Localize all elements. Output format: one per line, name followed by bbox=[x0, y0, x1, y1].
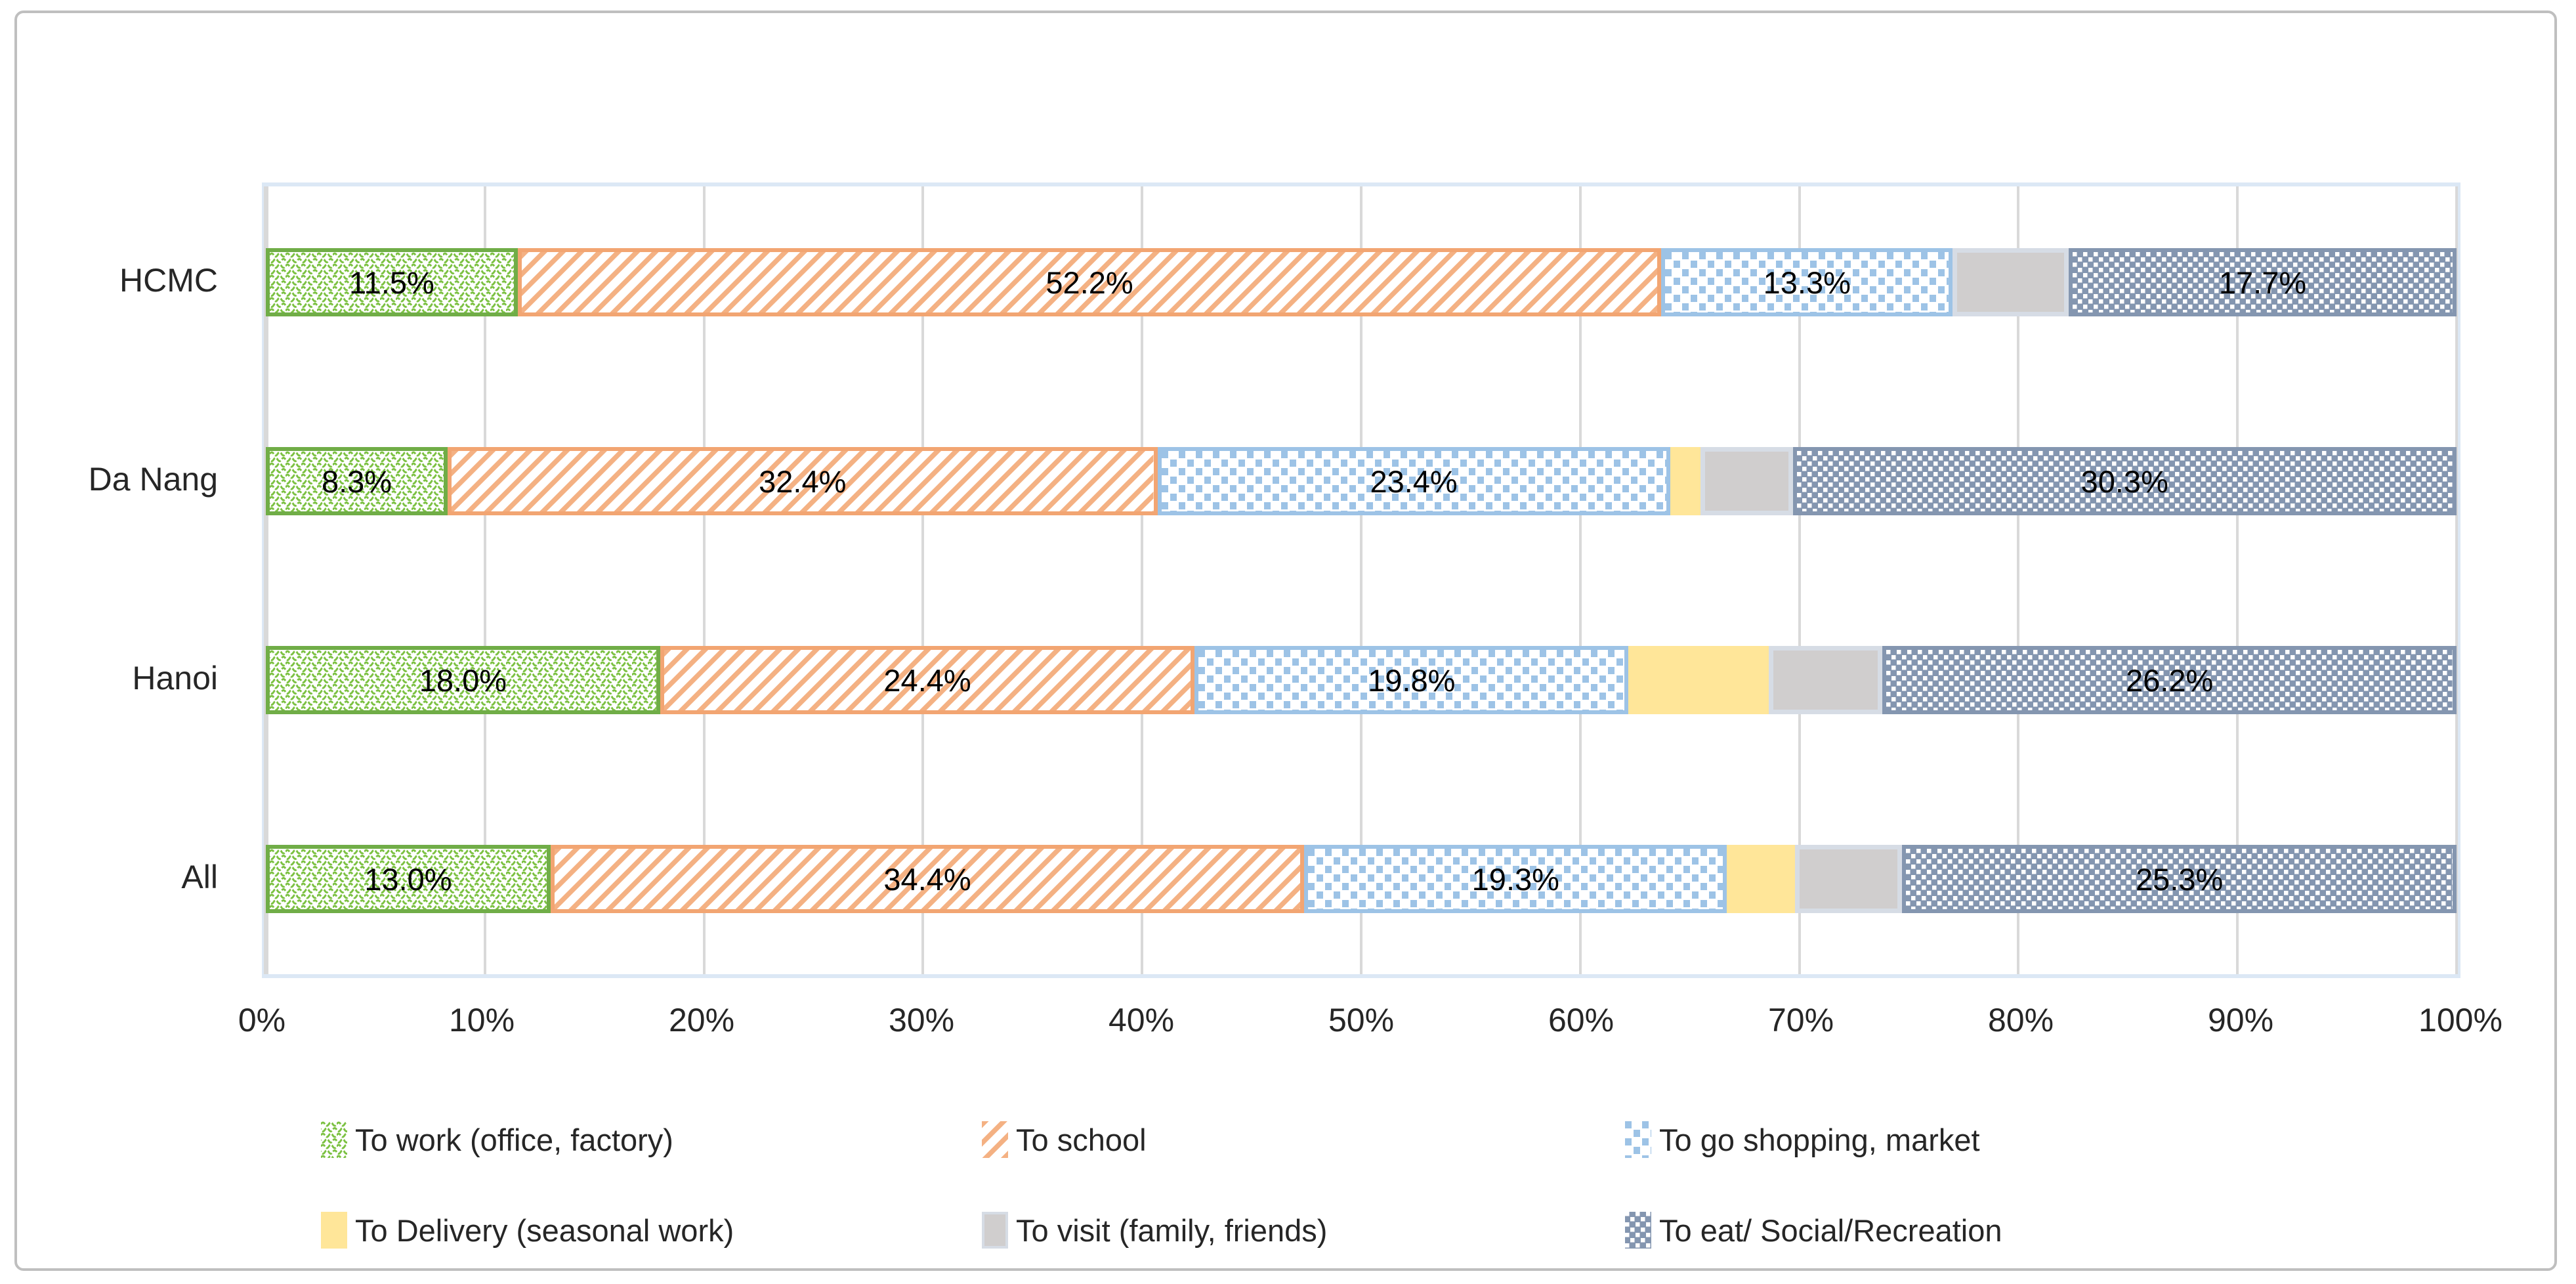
legend-label: To go shopping, market bbox=[1659, 1122, 1980, 1157]
data-label: 30.3% bbox=[2080, 463, 2168, 499]
x-tick-30%: 30% bbox=[888, 1002, 955, 1038]
bar-row-da-nang: 8.3% 32.4% 23.4% 30.3% bbox=[266, 447, 2457, 515]
legend-swatch-solid-gray bbox=[982, 1212, 1008, 1249]
bar-segment-series3-da-nang bbox=[1670, 447, 1701, 515]
bar-segment-series4-all bbox=[1794, 845, 1903, 913]
legend-label: To Delivery (seasonal work) bbox=[355, 1212, 734, 1248]
bar-segment-series1-hcmc: 52.2% bbox=[517, 248, 1662, 316]
data-label: 26.2% bbox=[2126, 662, 2214, 698]
bar-segment-series4-hanoi bbox=[1768, 646, 1883, 714]
x-tick-90%: 90% bbox=[2207, 1002, 2274, 1038]
plot-grid-and-bars: 11.5% 52.2% 13.3% 17.7% 8.3% 32.4% 23.4% 30.3% 1… bbox=[264, 186, 2458, 974]
data-label: 52.2% bbox=[1045, 265, 1133, 300]
gridline-10% bbox=[483, 186, 486, 974]
legend-item-series0: To work (office, factory) bbox=[321, 1121, 673, 1158]
legend-swatch-orange-diagonal bbox=[982, 1121, 1008, 1158]
x-tick-100%: 100% bbox=[2418, 1002, 2502, 1038]
x-tick-20%: 20% bbox=[668, 1002, 735, 1038]
legend-item-series1: To school bbox=[982, 1121, 1147, 1158]
data-label: 8.3% bbox=[321, 463, 392, 499]
x-tick-40%: 40% bbox=[1108, 1002, 1175, 1038]
legend-swatch-dark-crosshatch bbox=[1625, 1212, 1651, 1249]
plot-area: 11.5% 52.2% 13.3% 17.7% 8.3% 32.4% 23.4% 30.3% 1… bbox=[262, 182, 2460, 978]
bar-segment-series2-da-nang: 23.4% bbox=[1157, 447, 1670, 515]
gridline-60% bbox=[1578, 186, 1582, 974]
gridline-40% bbox=[1141, 186, 1144, 974]
x-tick-50%: 50% bbox=[1328, 1002, 1395, 1038]
bar-segment-series1-da-nang: 32.4% bbox=[448, 447, 1158, 515]
bar-segment-series1-hanoi: 24.4% bbox=[660, 646, 1195, 714]
bar-segment-series0-hanoi: 18.0% bbox=[266, 646, 660, 714]
legend-item-series4: To visit (family, friends) bbox=[982, 1212, 1327, 1249]
gridline-80% bbox=[2017, 186, 2020, 974]
data-label: 25.3% bbox=[2136, 861, 2224, 897]
data-label: 17.7% bbox=[2218, 265, 2307, 300]
legend-swatch-solid-yellow bbox=[321, 1212, 347, 1249]
bar-segment-series0-hcmc: 11.5% bbox=[266, 248, 518, 316]
legend-swatch-green-wave bbox=[321, 1121, 347, 1158]
gridline-30% bbox=[921, 186, 925, 974]
data-label: 11.5% bbox=[349, 265, 434, 300]
data-label: 13.3% bbox=[1763, 265, 1851, 300]
category-label-hcmc: HCMC bbox=[119, 262, 218, 299]
bar-segment-series5-all: 25.3% bbox=[1902, 845, 2457, 913]
bar-segment-series5-hanoi: 26.2% bbox=[1882, 646, 2457, 714]
data-label: 34.4% bbox=[883, 861, 971, 897]
category-label-hanoi: Hanoi bbox=[132, 660, 218, 696]
legend-label: To visit (family, friends) bbox=[1016, 1212, 1328, 1248]
bar-segment-series0-da-nang: 8.3% bbox=[266, 447, 448, 515]
bar-segment-series3-all bbox=[1727, 845, 1795, 913]
data-label: 18.0% bbox=[419, 662, 507, 698]
legend-swatch-blue-checker bbox=[1625, 1121, 1651, 1158]
bar-segment-series2-hcmc: 13.3% bbox=[1661, 248, 1953, 316]
data-label: 23.4% bbox=[1370, 463, 1458, 499]
legend-item-series2: To go shopping, market bbox=[1625, 1121, 1980, 1158]
category-label-da-nang: Da Nang bbox=[88, 461, 218, 498]
data-label: 13.0% bbox=[364, 861, 452, 897]
bar-segment-series5-hcmc: 17.7% bbox=[2069, 248, 2457, 316]
bar-segment-series2-hanoi: 19.8% bbox=[1194, 646, 1629, 714]
gridline-20% bbox=[702, 186, 706, 974]
x-tick-80%: 80% bbox=[1987, 1002, 2054, 1038]
data-label: 19.3% bbox=[1471, 861, 1559, 897]
bar-row-hcmc: 11.5% 52.2% 13.3% 17.7% bbox=[266, 248, 2457, 316]
gridline-50% bbox=[1360, 186, 1362, 974]
category-label-all: All bbox=[181, 859, 218, 895]
bar-segment-series1-all: 34.4% bbox=[550, 845, 1305, 913]
bar-segment-series4-hcmc bbox=[1953, 248, 2069, 316]
bar-segment-series2-all: 19.3% bbox=[1304, 845, 1727, 913]
data-label: 32.4% bbox=[759, 463, 847, 499]
x-tick-60%: 60% bbox=[1548, 1002, 1615, 1038]
legend-item-series3: To Delivery (seasonal work) bbox=[321, 1212, 734, 1249]
gridline-70% bbox=[1798, 186, 1801, 974]
legend-label: To eat/ Social/Recreation bbox=[1659, 1212, 2002, 1248]
gridline-90% bbox=[2236, 186, 2239, 974]
x-tick-0%: 0% bbox=[238, 1002, 286, 1038]
legend-label: To school bbox=[1016, 1122, 1147, 1157]
x-tick-70%: 70% bbox=[1767, 1002, 1834, 1038]
figure-frame: 11.5% 52.2% 13.3% 17.7% 8.3% 32.4% 23.4% 30.3% 1… bbox=[14, 11, 2557, 1271]
gridline-100% bbox=[2455, 186, 2458, 974]
x-tick-10%: 10% bbox=[448, 1002, 515, 1038]
bar-row-all: 13.0% 34.4% 19.3% 25.3% bbox=[266, 845, 2457, 913]
data-label: 19.8% bbox=[1368, 662, 1456, 698]
bar-segment-series0-all: 13.0% bbox=[266, 845, 551, 913]
bar-segment-series4-da-nang bbox=[1700, 447, 1793, 515]
bar-row-hanoi: 18.0% 24.4% 19.8% 26.2% bbox=[266, 646, 2457, 714]
bar-segment-series3-hanoi bbox=[1628, 646, 1769, 714]
legend-item-series5: To eat/ Social/Recreation bbox=[1625, 1212, 2002, 1249]
legend-label: To work (office, factory) bbox=[355, 1122, 673, 1157]
gridline-0% bbox=[264, 186, 268, 974]
data-label: 24.4% bbox=[883, 662, 971, 698]
bar-segment-series5-da-nang: 30.3% bbox=[1792, 447, 2457, 515]
